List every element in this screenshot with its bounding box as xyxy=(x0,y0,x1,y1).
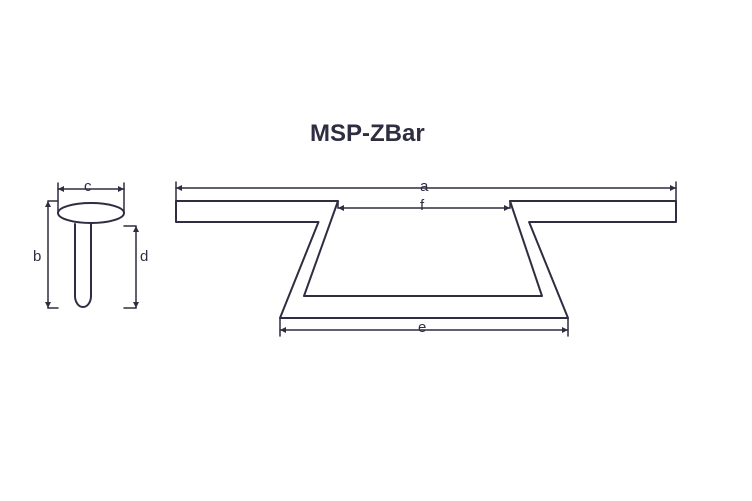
dim-label-a: a xyxy=(420,178,428,195)
dim-label-f: f xyxy=(420,197,424,214)
diagram-svg xyxy=(0,0,752,501)
diagram-canvas: { "title": { "text": "MSP-ZBar", "font_s… xyxy=(0,0,752,501)
dim-label-d: d xyxy=(140,248,148,265)
dim-label-b: b xyxy=(33,248,41,265)
dim-label-c: c xyxy=(84,178,92,195)
dim-label-e: e xyxy=(418,319,426,336)
